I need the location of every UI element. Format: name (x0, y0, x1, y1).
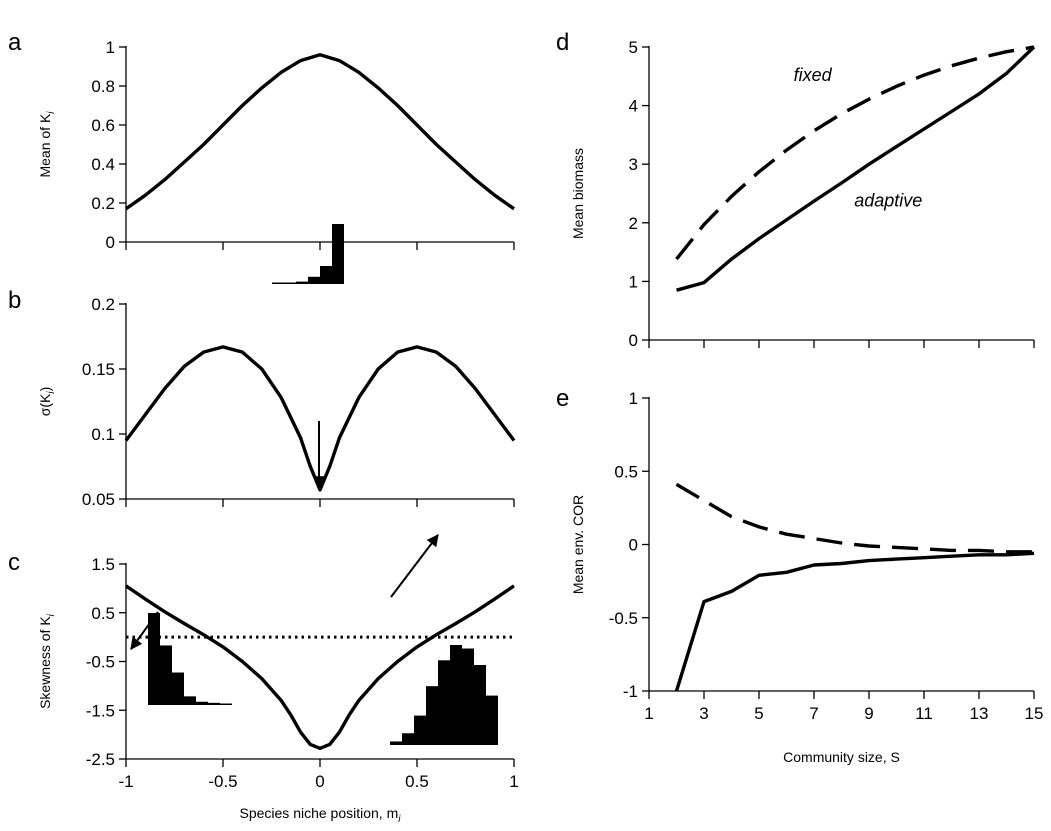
series-line-solid (125, 53, 515, 211)
histogram-bar (272, 282, 284, 284)
histogram-bar (196, 701, 208, 705)
y-tick-label: 0.6 (91, 116, 115, 135)
y-tick-label: 1.5 (91, 555, 115, 574)
y-tick-label: 0.8 (91, 77, 115, 96)
arrow-left (130, 611, 159, 650)
x-tick-label: 3 (699, 704, 708, 723)
series-line-adaptive (674, 551, 1035, 692)
x-tick-label: 11 (915, 704, 933, 723)
inset-histogram-right (390, 534, 498, 745)
y-tick-label: 0 (106, 233, 115, 252)
histogram-bar (284, 282, 296, 284)
histogram-bar (486, 695, 498, 745)
panel-letter: c (8, 549, 20, 576)
arrow-right (390, 534, 439, 598)
inset-histogram-left (130, 611, 232, 705)
y-tick-label: 2 (629, 214, 638, 233)
x-tick-label: -0.5 (208, 772, 237, 791)
histogram-bar (148, 613, 160, 705)
inset-histogram-middle (272, 224, 344, 489)
y-tick-label: 0.1 (91, 425, 115, 444)
y-axis-label: σ(Ki) (37, 387, 57, 417)
y-tick-label: 0.15 (82, 360, 115, 379)
y-tick-label: -1 (623, 682, 638, 701)
histogram-bar (332, 224, 344, 284)
histogram-bar (220, 703, 232, 705)
x-tick-label: 15 (1025, 704, 1044, 723)
x-tick-label: 5 (754, 704, 763, 723)
histogram-bar (438, 660, 450, 745)
y-axis-label: Mean biomass (570, 148, 586, 239)
panel-letter: e (556, 385, 569, 412)
y-tick-label: 0.4 (91, 155, 115, 174)
annotation-fixed: fixed (794, 65, 833, 85)
annotation-adaptive: adaptive (854, 191, 922, 211)
x-tick-label: 1 (509, 772, 518, 791)
y-axis-label: Mean env. COR (570, 495, 586, 594)
histogram-bar (426, 686, 438, 745)
panel-c: c -2.5 -1.5 -0.5 0.5 1.5 -1 -0.5 0 0.5 1 Skewness o… (8, 224, 519, 825)
y-tick-label: 0.5 (614, 462, 638, 481)
y-tick-label: -0.5 (86, 653, 115, 672)
y-tick-label: -0.5 (609, 609, 638, 628)
histogram-bar (402, 733, 414, 745)
series-line-fixed (675, 482, 1034, 554)
y-tick-label: 4 (629, 97, 638, 116)
y-tick-label: 0 (629, 536, 638, 555)
y-tick-label: -2.5 (86, 750, 115, 769)
y-tick-label: -1.5 (86, 701, 115, 720)
series-line-solid (124, 345, 516, 492)
y-tick-label: 0.2 (91, 194, 115, 213)
x-tick-label: 7 (809, 704, 818, 723)
panel-a: a 0 0.2 0.4 0.6 0.8 1 Mean of Ki (8, 29, 515, 252)
y-tick-label: 1 (629, 389, 638, 408)
x-tick-label: 1 (644, 704, 653, 723)
histogram-bar (320, 266, 332, 284)
histogram-bar (308, 276, 320, 284)
x-tick-label: 13 (970, 704, 989, 723)
x-axis-label: Species niche position, mi (240, 805, 402, 825)
y-tick-label: 0.5 (91, 604, 115, 623)
x-tick-label: 0.5 (405, 772, 429, 791)
series-line-adaptive (676, 45, 1036, 292)
x-tick-label: 9 (864, 704, 873, 723)
histogram-bar (474, 665, 486, 745)
y-axis-label: Skewness of Ki (37, 613, 57, 709)
panel-letter: d (556, 29, 569, 56)
y-tick-label: 0 (629, 331, 638, 350)
y-tick-label: 1 (629, 272, 638, 291)
histogram-bar (208, 702, 220, 705)
y-axis-label: Mean of Ki (37, 111, 57, 178)
panel-b: b 0.05 0.1 0.15 0.2 σ(Ki) (8, 287, 516, 509)
y-tick-label: 5 (629, 38, 638, 57)
y-tick-label: 0.2 (91, 295, 115, 314)
histogram-bar (160, 645, 172, 705)
histogram-bar (450, 645, 462, 745)
x-tick-label: 0 (315, 772, 324, 791)
series-line-solid (125, 584, 515, 750)
histogram-bar (390, 741, 402, 745)
y-tick-label: 3 (629, 155, 638, 174)
y-tick-label: 0.05 (82, 490, 115, 509)
panel-d: d 0 1 2 3 4 5 Mean biomass fixed adaptive (556, 29, 1036, 350)
histogram-bar (184, 696, 196, 705)
y-tick-label: 1 (106, 38, 115, 57)
x-axis-label: Community size, S (783, 749, 900, 765)
x-tick-label: -1 (118, 772, 133, 791)
histogram-bar (296, 281, 308, 284)
histogram-bar (172, 672, 184, 705)
histogram-bar (462, 648, 474, 745)
panel-letter: b (8, 287, 21, 314)
histogram-bar (414, 715, 426, 745)
panel-letter: a (8, 29, 22, 56)
series-line-fixed (675, 45, 1035, 261)
